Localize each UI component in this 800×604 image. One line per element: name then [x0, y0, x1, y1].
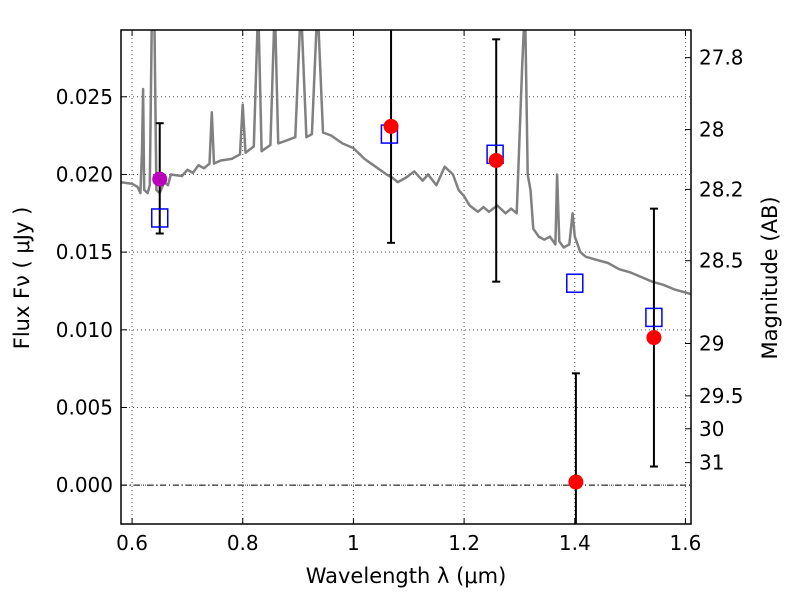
y2-tick-label: 31	[699, 451, 724, 475]
y2-tick-label: 28	[699, 118, 724, 142]
x-tick-label: 1	[347, 531, 360, 555]
observed-data-point	[646, 330, 662, 346]
x-tick-label: 1.2	[448, 531, 480, 555]
y2-tick-label: 27.8	[699, 46, 744, 70]
y-tick-label: 0.005	[56, 395, 113, 419]
y-tick-label: 0.015	[56, 240, 113, 264]
observed-data-point	[568, 474, 584, 490]
y2-tick-label: 29.5	[699, 384, 744, 408]
model-square	[150, 208, 169, 228]
y-tick-label: 0.025	[56, 85, 113, 109]
observed-points	[152, 118, 662, 490]
observed-data-point	[488, 152, 504, 168]
y2-tick-label: 29	[699, 331, 724, 355]
y-axis-label: Flux Fν ( μJy )	[10, 207, 34, 350]
observed-data-point	[383, 118, 399, 134]
y-tick-label: 0.020	[56, 162, 113, 186]
x-axis-label: Wavelength λ (μm)	[306, 564, 507, 588]
y-tick-label: 0.000	[56, 473, 113, 497]
highlighted-data-point	[152, 171, 168, 187]
axis-ticks: 0.6 0.8 1 1.2 1.4 1.6 0.000 0.005 0.010 0.015 0.02…	[56, 30, 744, 555]
y2-tick-label: 28.5	[699, 249, 744, 273]
y2-tick-label: 30	[699, 417, 724, 441]
model-square	[566, 273, 584, 293]
model-square	[645, 307, 663, 328]
y-tick-label: 0.010	[56, 318, 113, 342]
y2-axis-label: Magnitude (AB)	[758, 196, 782, 359]
x-tick-label: 1.6	[670, 531, 702, 555]
x-tick-label: 0.8	[227, 531, 259, 555]
grid	[121, 30, 691, 524]
x-tick-label: 1.4	[559, 531, 591, 555]
x-tick-label: 0.6	[116, 531, 148, 555]
plot-frame	[120, 29, 692, 525]
y2-tick-label: 28.2	[699, 177, 744, 201]
plot-area	[121, 30, 691, 296]
spectrum-line	[121, 30, 691, 296]
